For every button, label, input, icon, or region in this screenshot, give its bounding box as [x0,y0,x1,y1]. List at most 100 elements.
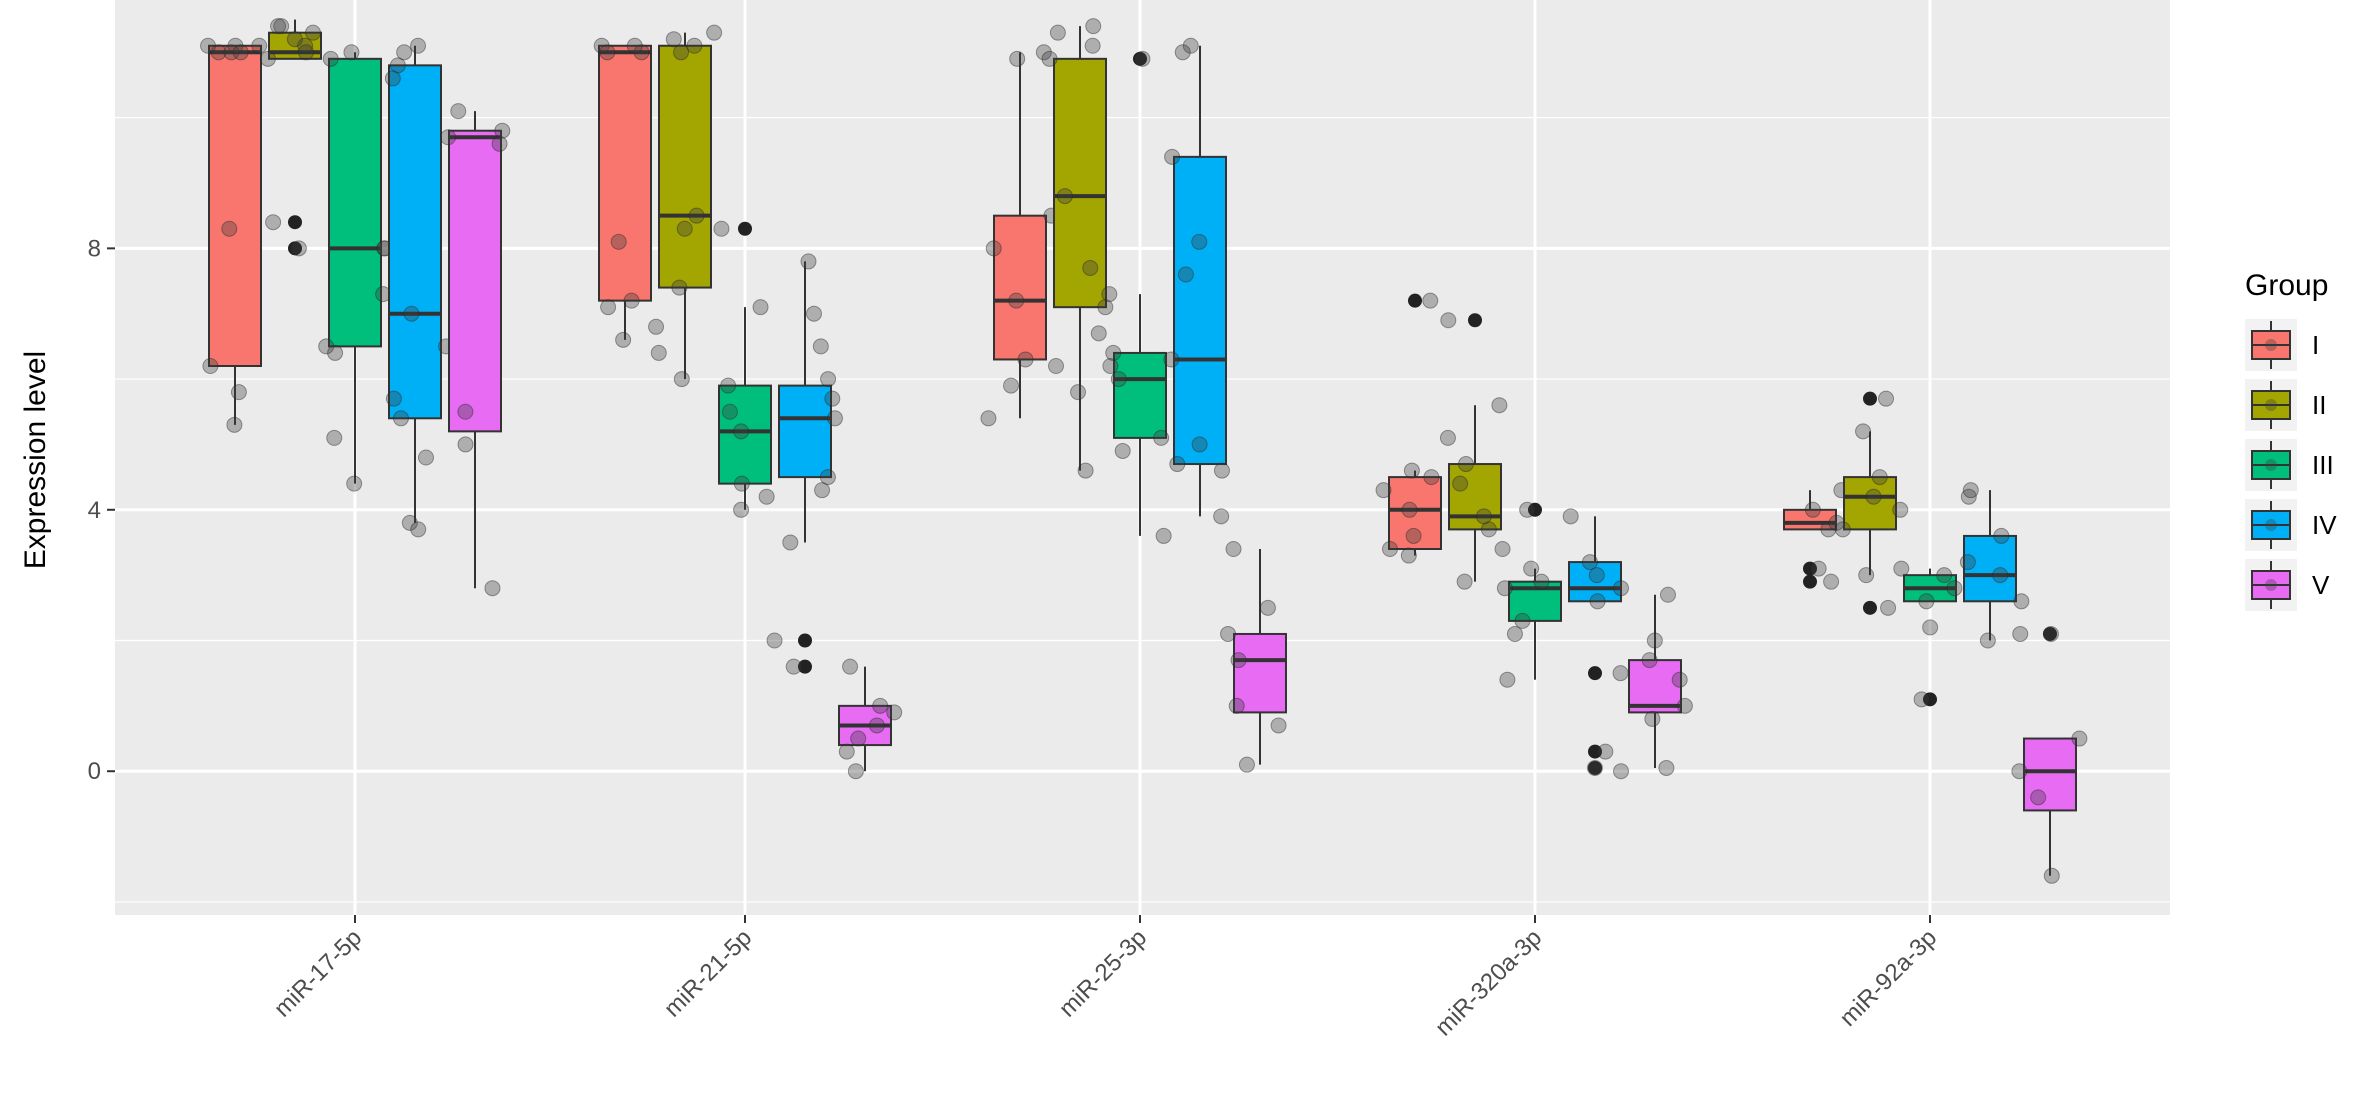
outlier-point [1588,760,1602,775]
box-group [1496,501,1562,688]
data-point [1523,560,1540,577]
data-point [1456,573,1473,590]
y-axis: 0 4 8 [88,235,115,785]
data-point [650,344,667,361]
data-point [850,730,867,747]
outlier-point [798,633,812,648]
x-tick-label: miR-92a-3p [1834,924,1942,1032]
data-point [1871,469,1888,486]
data-point [1423,469,1440,486]
data-point [1506,625,1523,642]
data-point [1612,580,1629,597]
data-point [1992,567,2009,584]
data-point [686,37,703,54]
box [1053,57,1107,309]
box [1233,632,1287,714]
data-point [805,305,822,322]
data-point [623,292,640,309]
data-point [200,37,217,54]
data-point [1381,541,1398,557]
data-point [251,37,268,54]
data-point [1452,475,1469,492]
outlier-point [288,241,302,256]
outlier-point [798,659,812,674]
data-point [1491,397,1508,414]
data-point [305,24,322,41]
data-point [1644,710,1661,727]
data-point [226,416,243,433]
data-point [648,318,665,335]
data-point [824,390,841,407]
data-point [1155,527,1172,544]
data-point [1082,259,1099,276]
box-group [440,103,511,597]
y-tick-label: 0 [88,758,101,785]
data-point [1174,44,1191,61]
data-point [766,632,783,649]
data-point [1375,482,1392,499]
data-point [1878,390,1895,407]
data-point [1658,759,1675,776]
x-axis: miR-17-5p miR-21-5p miR-25-3p miR-320a-3p mi… [269,915,1942,1041]
data-point [322,50,339,67]
data-point [1403,462,1420,479]
data-point [1134,50,1151,67]
x-tick-label: miR-21-5p [659,924,757,1022]
data-point [600,299,617,316]
y-tick-label: 8 [88,235,101,262]
data-point [1097,299,1114,316]
data-point [980,410,997,427]
data-point [1962,482,1979,499]
box [778,384,832,479]
box-group [713,220,775,518]
data-point [1228,697,1245,714]
data-point [221,220,238,237]
data-point [2030,789,2047,806]
data-point [1519,501,1536,518]
legend-key [2245,379,2297,431]
data-point [1163,351,1180,368]
data-point [673,371,690,388]
data-point [343,44,360,61]
data-point [384,70,401,87]
outlier-point [1408,293,1422,308]
outlier-point [1803,574,1817,589]
data-point [665,31,682,48]
data-point [706,24,723,41]
box [598,44,652,302]
box-group [593,37,652,348]
x-tick-label: miR-25-3p [1054,924,1152,1022]
data-point [847,763,864,780]
data-point [410,521,427,538]
data-point [688,207,705,224]
data-point [1405,527,1422,544]
data-point [676,220,693,237]
legend-key [2245,559,2297,611]
data-point [985,240,1002,257]
data-point [1220,625,1237,642]
box-group [1834,390,1909,616]
data-point [1439,429,1456,446]
data-point [1834,521,1851,538]
data-point [1048,358,1065,374]
data-point [297,37,314,54]
data-point [1646,632,1663,649]
data-point [626,37,643,54]
data-point [1400,547,1417,564]
box [1113,351,1167,439]
box-group [2011,625,2088,884]
data-point [1422,292,1439,309]
data-point [385,390,402,407]
box-group [838,658,903,780]
outlier-point [738,221,752,236]
data-point [673,44,690,61]
data-point [733,423,750,440]
data-point [868,717,885,734]
box [2023,737,2077,812]
box-group [766,253,843,675]
data-point [1458,456,1475,473]
data-point [1182,37,1199,54]
box-group [1628,586,1693,776]
data-point [273,18,290,35]
